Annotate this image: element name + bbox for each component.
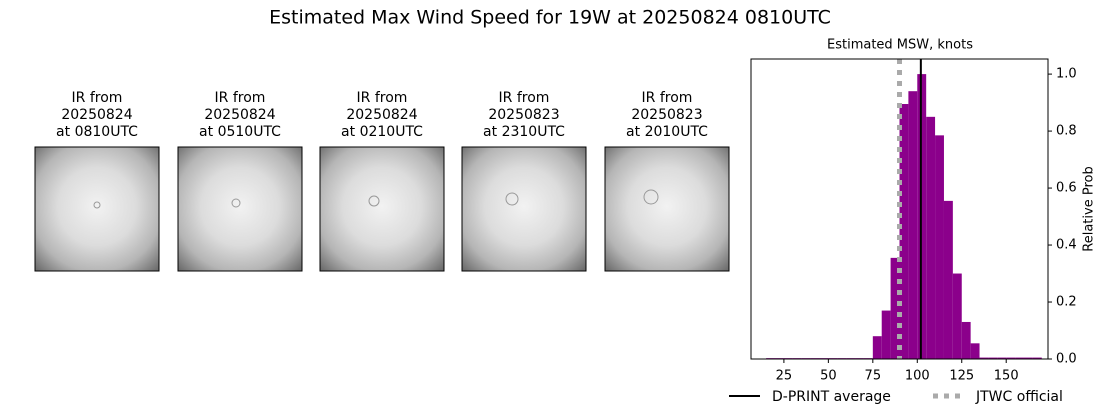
panel-title: at 0810UTC	[56, 124, 138, 140]
storm-eye	[505, 192, 519, 206]
y-tick-label: 1.0	[1056, 67, 1077, 82]
bar	[952, 273, 962, 359]
storm-eye	[368, 195, 380, 207]
bar	[908, 91, 918, 360]
y-tick-label: 0.4	[1056, 238, 1077, 253]
panel-title: 20250823	[488, 107, 559, 123]
bar	[970, 343, 980, 359]
x-tick-label: 50	[820, 369, 837, 384]
ir-image	[34, 146, 160, 272]
storm-eye	[643, 189, 659, 205]
ir-image	[177, 146, 303, 272]
y-axis-label: Relative Prob	[1082, 166, 1097, 251]
panel-title: IR from	[499, 90, 550, 106]
bar	[997, 357, 1007, 359]
panel-title: IR from	[72, 90, 123, 106]
y-tick-label: 0.8	[1056, 124, 1077, 139]
ir-image	[319, 146, 445, 272]
bar	[899, 104, 909, 359]
ir-image	[604, 146, 730, 272]
bar	[890, 257, 900, 359]
legend-label: D-PRINT average	[772, 389, 891, 405]
panel-title: 20250824	[61, 107, 132, 123]
panel-title: IR from	[642, 90, 693, 106]
panel-title: 20250823	[631, 107, 702, 123]
legend-label: JTWC official	[975, 389, 1063, 405]
y-tick-label: 0.2	[1056, 295, 1077, 310]
panel-title: at 0210UTC	[341, 124, 423, 140]
bar	[935, 135, 944, 359]
x-tick-label: 150	[994, 369, 1019, 384]
figure-title: Estimated Max Wind Speed for 19W at 2025…	[269, 7, 831, 29]
bar	[872, 336, 882, 359]
bar	[1015, 357, 1024, 359]
bar	[881, 310, 891, 359]
bar	[1032, 357, 1042, 359]
panel-title: IR from	[357, 90, 408, 106]
x-tick-label: 75	[865, 369, 882, 384]
panel-title: 20250824	[204, 107, 275, 123]
bar	[943, 200, 953, 359]
bar	[1023, 357, 1033, 359]
x-tick-label: 125	[949, 369, 974, 384]
chart-title: Estimated MSW, knots	[827, 38, 973, 53]
y-tick-label: 0.6	[1056, 181, 1077, 196]
panel-title: at 2310UTC	[483, 124, 565, 140]
panel-title: at 2010UTC	[626, 124, 708, 140]
panel-title: IR from	[215, 90, 266, 106]
y-tick-label: 0.0	[1056, 352, 1077, 367]
storm-eye	[231, 198, 241, 208]
bar	[961, 321, 971, 359]
ir-image	[461, 146, 587, 272]
panel-title: 20250824	[346, 107, 417, 123]
x-tick-label: 100	[905, 369, 930, 384]
plot-frame	[750, 58, 1049, 360]
x-tick-label: 25	[776, 369, 793, 384]
bar	[979, 357, 989, 359]
bar	[926, 116, 936, 360]
bar	[988, 357, 998, 359]
bar	[1006, 357, 1016, 359]
storm-eye	[93, 201, 101, 209]
panel-title: at 0510UTC	[199, 124, 281, 140]
